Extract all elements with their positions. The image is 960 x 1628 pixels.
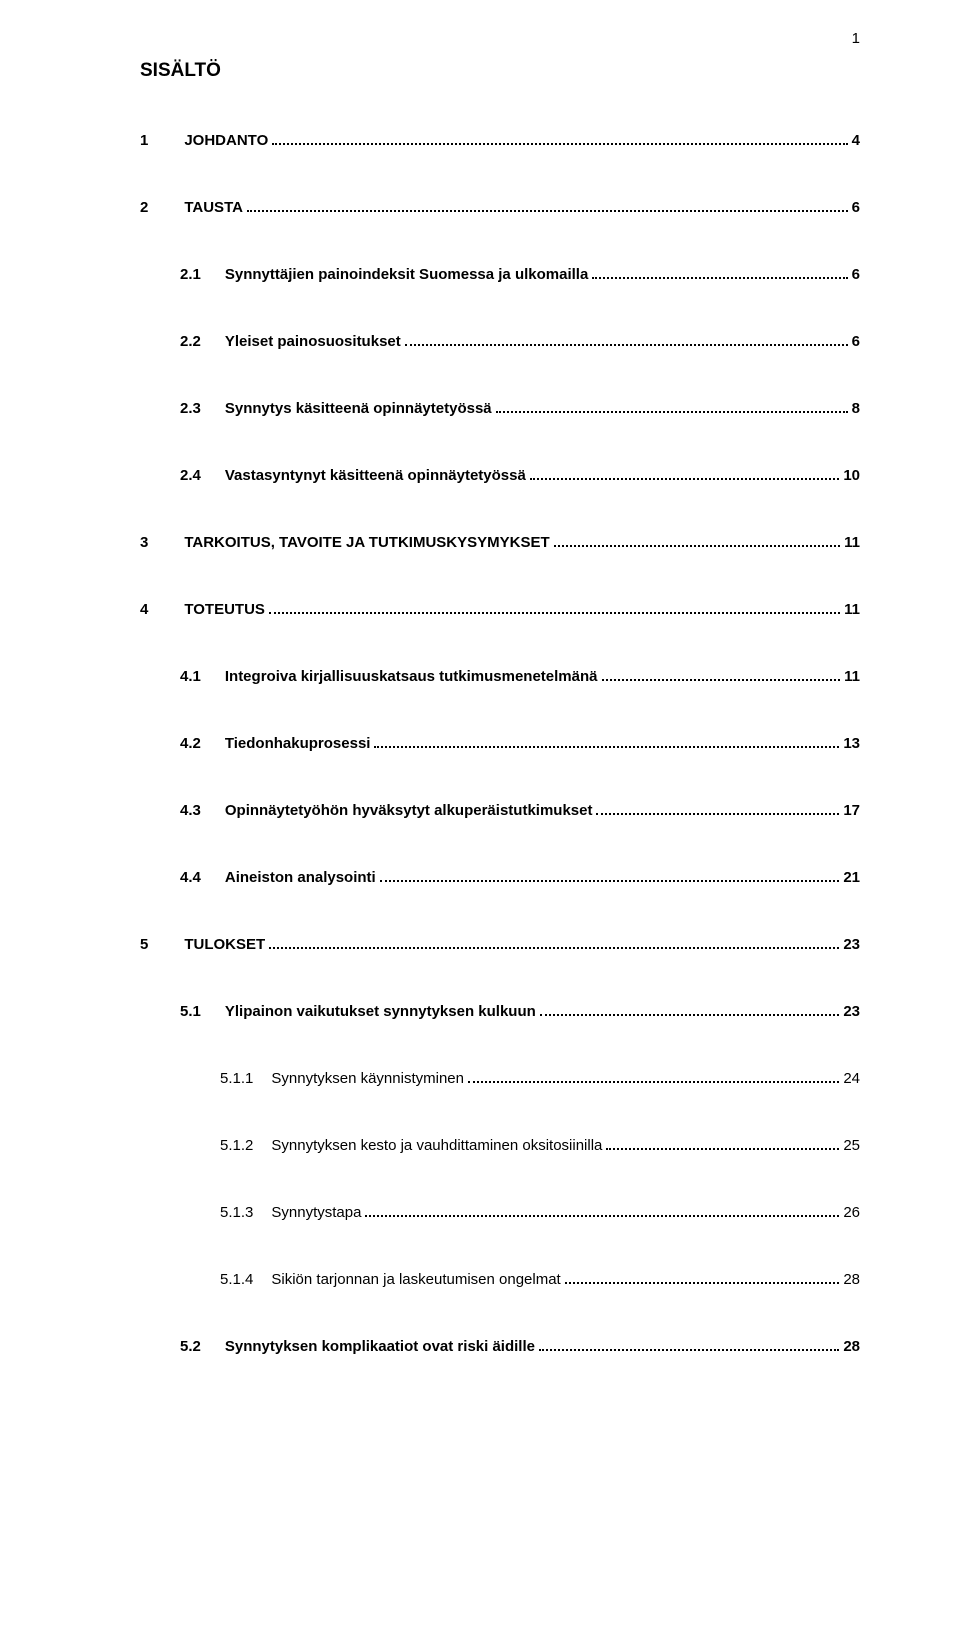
toc-entry-label: Vastasyntynyt käsitteenä opinnäytetyössä <box>225 465 526 486</box>
toc-entry-label: TULOKSET <box>184 934 265 955</box>
toc-entry: 5.1.3 Synnytystapa 26 <box>140 1202 860 1223</box>
toc-leader-dots <box>606 1148 839 1150</box>
toc-leader-dots <box>380 880 840 882</box>
toc-leader-dots <box>269 947 839 949</box>
toc-entry-label: JOHDANTO <box>184 130 268 151</box>
toc-leader-dots <box>405 344 848 346</box>
toc-leader-dots <box>596 813 839 815</box>
toc-entry-number: 1 <box>140 130 148 151</box>
toc-entry: 2.2 Yleiset painosuositukset 6 <box>140 331 860 352</box>
toc-entry: 1 JOHDANTO 4 <box>140 130 860 151</box>
toc-leader-dots <box>592 277 847 279</box>
toc-entry-number: 5.1 <box>180 1001 201 1022</box>
page-title: SISÄLTÖ <box>140 60 860 82</box>
toc-entry-label: Yleiset painosuositukset <box>225 331 401 352</box>
toc-leader-dots <box>540 1014 840 1016</box>
toc-entry: 5.1.1 Synnytyksen käynnistyminen 24 <box>140 1068 860 1089</box>
toc-entry-label: Synnytyksen kesto ja vauhdittaminen oksi… <box>271 1135 602 1156</box>
toc-entry-label: Integroiva kirjallisuuskatsaus tutkimusm… <box>225 666 598 687</box>
toc-entry-label: Opinnäytetyöhön hyväksytyt alkuperäistut… <box>225 800 593 821</box>
toc-entry-number: 5.2 <box>180 1336 201 1357</box>
toc-entry-page: 11 <box>844 599 860 620</box>
table-of-contents: 1 JOHDANTO 4 2 TAUSTA 6 2.1 Synnyttäjien painoi… <box>140 130 860 1357</box>
toc-entry-label: TOTEUTUS <box>184 599 265 620</box>
toc-entry: 5.2 Synnytyksen komplikaatiot ovat riski … <box>140 1336 860 1357</box>
toc-leader-dots <box>539 1349 839 1351</box>
toc-entry: 5 TULOKSET 23 <box>140 934 860 955</box>
toc-leader-dots <box>496 411 848 413</box>
toc-entry-page: 23 <box>843 934 860 955</box>
toc-entry-number: 4.1 <box>180 666 201 687</box>
toc-entry-label: Synnytys käsitteenä opinnäytetyössä <box>225 398 492 419</box>
toc-entry: 3 TARKOITUS, TAVOITE JA TUTKIMUSKYSYMYKSE… <box>140 532 860 553</box>
toc-entry-number: 5.1.3 <box>220 1202 253 1223</box>
toc-entry-label: Ylipainon vaikutukset synnytyksen kulkuu… <box>225 1001 536 1022</box>
toc-entry: 5.1.4 Sikiön tarjonnan ja laskeutumisen o… <box>140 1269 860 1290</box>
toc-entry-page: 24 <box>843 1068 860 1089</box>
toc-entry: 5.1 Ylipainon vaikutukset synnytyksen kul… <box>140 1001 860 1022</box>
toc-entry-label: TARKOITUS, TAVOITE JA TUTKIMUSKYSYMYKSET <box>184 532 549 553</box>
toc-entry-number: 4.2 <box>180 733 201 754</box>
toc-leader-dots <box>269 612 840 614</box>
toc-entry-number: 2.4 <box>180 465 201 486</box>
toc-entry-page: 4 <box>852 130 860 151</box>
toc-entry-number: 2.2 <box>180 331 201 352</box>
toc-entry: 4 TOTEUTUS 11 <box>140 599 860 620</box>
toc-entry: 4.2 Tiedonhakuprosessi 13 <box>140 733 860 754</box>
toc-entry: 2.4 Vastasyntynyt käsitteenä opinnäytetyö… <box>140 465 860 486</box>
toc-entry-number: 2.3 <box>180 398 201 419</box>
toc-entry-page: 28 <box>843 1336 860 1357</box>
toc-entry-page: 25 <box>843 1135 860 1156</box>
toc-entry-number: 5 <box>140 934 148 955</box>
toc-entry-number: 5.1.2 <box>220 1135 253 1156</box>
toc-entry-page: 6 <box>852 264 860 285</box>
toc-leader-dots <box>247 210 848 212</box>
toc-entry-page: 23 <box>843 1001 860 1022</box>
toc-entry: 4.4 Aineiston analysointi 21 <box>140 867 860 888</box>
toc-entry: 5.1.2 Synnytyksen kesto ja vauhdittaminen… <box>140 1135 860 1156</box>
toc-entry-label: TAUSTA <box>184 197 243 218</box>
toc-entry-page: 13 <box>843 733 860 754</box>
toc-entry-number: 5.1.1 <box>220 1068 253 1089</box>
toc-entry-page: 17 <box>843 800 860 821</box>
toc-entry-label: Synnytyksen käynnistyminen <box>271 1068 464 1089</box>
toc-entry-page: 10 <box>843 465 860 486</box>
toc-entry: 2 TAUSTA 6 <box>140 197 860 218</box>
toc-entry-number: 2 <box>140 197 148 218</box>
toc-entry-number: 2.1 <box>180 264 201 285</box>
toc-entry: 2.3 Synnytys käsitteenä opinnäytetyössä 8 <box>140 398 860 419</box>
toc-entry: 2.1 Synnyttäjien painoindeksit Suomessa j… <box>140 264 860 285</box>
toc-leader-dots <box>602 679 841 681</box>
toc-entry-page: 26 <box>843 1202 860 1223</box>
toc-leader-dots <box>468 1081 839 1083</box>
toc-entry-label: Tiedonhakuprosessi <box>225 733 371 754</box>
toc-entry-page: 21 <box>843 867 860 888</box>
toc-entry-page: 6 <box>852 331 860 352</box>
toc-entry-page: 28 <box>843 1269 860 1290</box>
toc-entry-number: 4.4 <box>180 867 201 888</box>
toc-entry-label: Synnytystapa <box>271 1202 361 1223</box>
toc-leader-dots <box>272 143 847 145</box>
toc-entry-label: Synnyttäjien painoindeksit Suomessa ja u… <box>225 264 588 285</box>
toc-entry-label: Aineiston analysointi <box>225 867 376 888</box>
toc-entry: 4.3 Opinnäytetyöhön hyväksytyt alkuperäis… <box>140 800 860 821</box>
toc-entry-number: 4.3 <box>180 800 201 821</box>
document-page: 1 SISÄLTÖ 1 JOHDANTO 4 2 TAUSTA 6 2.1 Synnyttäj… <box>0 0 960 1417</box>
toc-entry-number: 4 <box>140 599 148 620</box>
toc-entry-number: 5.1.4 <box>220 1269 253 1290</box>
toc-entry-label: Synnytyksen komplikaatiot ovat riski äid… <box>225 1336 535 1357</box>
toc-entry-label: Sikiön tarjonnan ja laskeutumisen ongelm… <box>271 1269 560 1290</box>
toc-entry-page: 11 <box>844 666 860 687</box>
toc-leader-dots <box>365 1215 839 1217</box>
toc-entry-page: 11 <box>844 532 860 553</box>
toc-entry-number: 3 <box>140 532 148 553</box>
toc-leader-dots <box>565 1282 840 1284</box>
toc-leader-dots <box>374 746 839 748</box>
toc-entry-page: 8 <box>852 398 860 419</box>
toc-leader-dots <box>554 545 841 547</box>
toc-entry-page: 6 <box>852 197 860 218</box>
toc-leader-dots <box>530 478 839 480</box>
toc-entry: 4.1 Integroiva kirjallisuuskatsaus tutkim… <box>140 666 860 687</box>
page-number: 1 <box>852 30 860 47</box>
